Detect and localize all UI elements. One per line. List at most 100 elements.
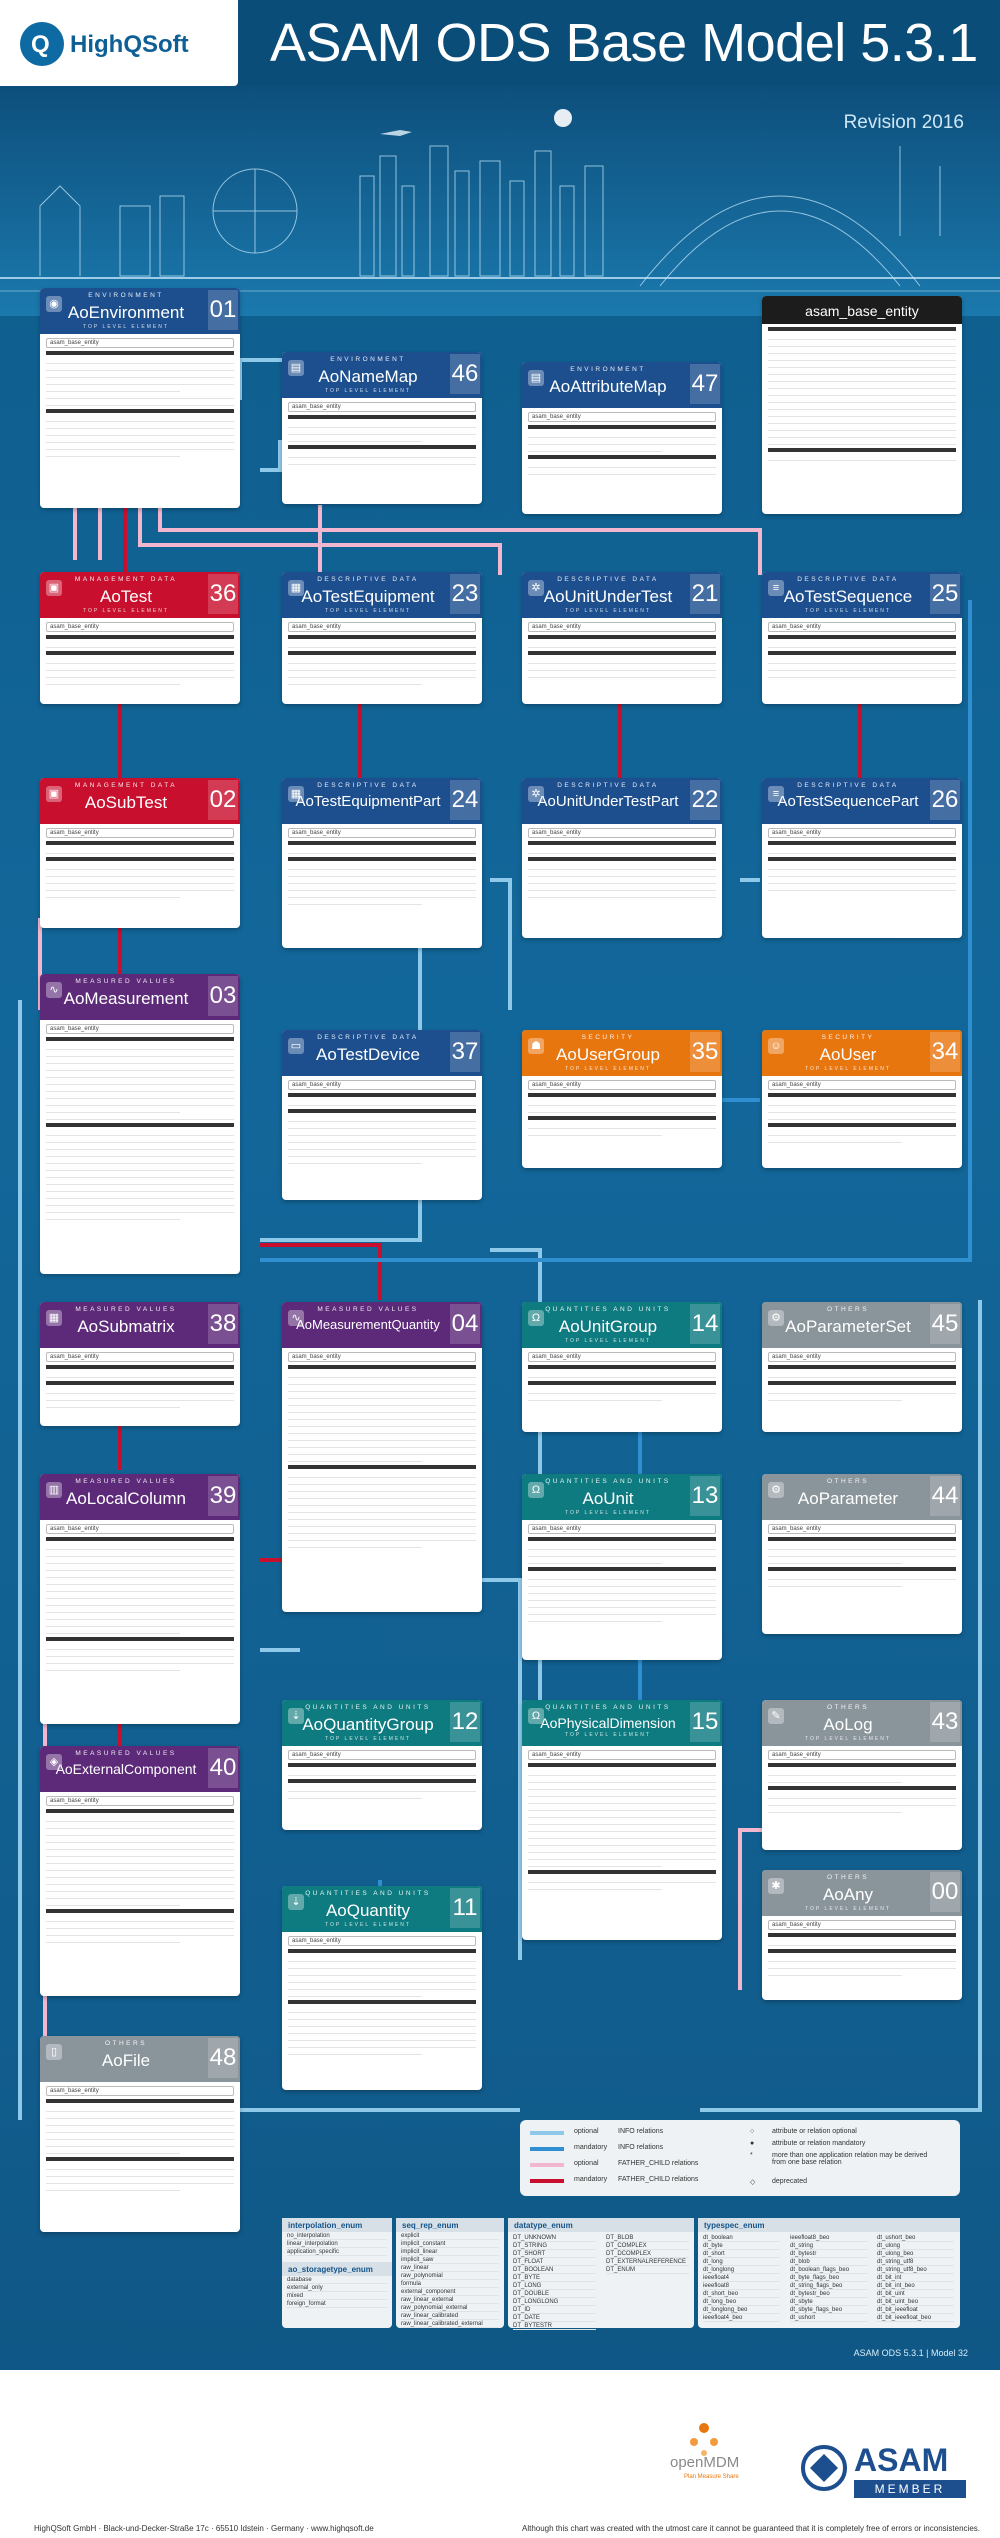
enum-item: dt_bytestr xyxy=(790,2251,867,2258)
entity-ao-test-equipment[interactable]: ▦ DESCRIPTIVE DATA AoTestEquipment TOP L… xyxy=(282,572,482,704)
entity-name: AoPhysicalDimension xyxy=(540,1715,676,1731)
file-icon: ▯ xyxy=(46,2044,62,2060)
entity-name: AoFile xyxy=(101,2051,151,2070)
entity-number: 47 xyxy=(690,364,720,404)
entity-ao-user[interactable]: ☺ SECURITY AoUser TOP LEVEL ELEMENT 34 a… xyxy=(762,1030,962,1168)
entity-ao-local-column[interactable]: ▥ MEASURED VALUES AoLocalColumn 39 asam_… xyxy=(40,1474,240,1724)
entity-ao-name-map[interactable]: ▤ ENVIRONMENT AoNameMap TOP LEVEL ELEMEN… xyxy=(282,352,482,504)
entity-name: AoTestDevice xyxy=(316,1045,420,1064)
enum-item: dt_bit_uint_beo xyxy=(877,2299,954,2306)
gear-icon: ✲ xyxy=(528,580,544,596)
entity-category: DESCRIPTIVE DATA xyxy=(557,782,659,789)
entity-ao-external-component[interactable]: ◈ MEASURED VALUES AoExternalComponent 40… xyxy=(40,1746,240,1996)
enum-item: no_interpolation xyxy=(287,2233,387,2240)
entity-name: AoEnvironment xyxy=(67,303,185,322)
entity-ao-unit-group[interactable]: Ω QUANTITIES AND UNITS AoUnitGroup TOP L… xyxy=(522,1302,722,1432)
entity-ao-unit-under-test-part[interactable]: ✲ DESCRIPTIVE DATA AoUnitUnderTestPart 2… xyxy=(522,778,722,938)
entity-category: DESCRIPTIVE DATA xyxy=(317,1034,419,1041)
clipboard-icon: ▣ xyxy=(46,580,62,596)
legend-swatch xyxy=(530,2131,564,2135)
enum-item: dt_bit_ieeefloat xyxy=(877,2307,954,2314)
base-entity-field: asam_base_entity xyxy=(46,622,234,632)
entity-name: asam_base_entity xyxy=(805,303,919,319)
entity-ao-physical-dimension[interactable]: Ω QUANTITIES AND UNITS AoPhysicalDimensi… xyxy=(522,1700,722,1940)
enum-item: dt_ulong_beo xyxy=(877,2251,954,2258)
entity-number: 12 xyxy=(450,1702,480,1742)
entity-ao-sub-test[interactable]: ▣ MANAGEMENT DATA AoSubTest 02 asam_base… xyxy=(40,778,240,928)
legend-a: optional xyxy=(574,2128,599,2135)
base-entity-field: asam_base_entity xyxy=(46,1024,234,1034)
entity-category: MEASURED VALUES xyxy=(317,1306,419,1313)
enum-item: raw_linear_calibrated_external xyxy=(401,2321,499,2328)
enum-item: DT_EXTERNALREFERENCE xyxy=(606,2259,689,2266)
enum-item: dt_byte xyxy=(703,2243,780,2250)
entity-ao-attribute-map[interactable]: ▤ ENVIRONMENT AoAttributeMap 47 asam_bas… xyxy=(522,362,722,514)
enum-item: external_component xyxy=(401,2289,499,2296)
entity-ao-measurement[interactable]: ∿ MEASURED VALUES AoMeasurement 03 asam_… xyxy=(40,974,240,1274)
entity-top-level-label: TOP LEVEL ELEMENT xyxy=(325,388,411,394)
entity-ao-test[interactable]: ▣ MANAGEMENT DATA AoTest TOP LEVEL ELEME… xyxy=(40,572,240,704)
base-entity-field: asam_base_entity xyxy=(288,622,476,632)
entity-ao-measurement-quantity[interactable]: ∿ MEASURED VALUES AoMeasurementQuantity … xyxy=(282,1302,482,1612)
entity-ao-parameter[interactable]: ⚙ OTHERS AoParameter 44 asam_base_entity xyxy=(762,1474,962,1634)
base-entity-field: asam_base_entity xyxy=(46,828,234,838)
column-icon: ▥ xyxy=(46,1482,62,1498)
clipboard-icon: ▣ xyxy=(46,786,62,802)
base-entity-field: asam_base_entity xyxy=(528,622,716,632)
entity-ao-any[interactable]: ✱ OTHERS AoAny TOP LEVEL ELEMENT 00 asam… xyxy=(762,1870,962,2000)
openmdm-logo[interactable]: openMDM Plan Measure Share xyxy=(644,2420,764,2490)
entity-ao-submatrix[interactable]: ▦ MEASURED VALUES AoSubmatrix 38 asam_ba… xyxy=(40,1302,240,1426)
enum-item: dt_sbyte_flags_beo xyxy=(790,2307,867,2314)
entity-ao-unit-under-test[interactable]: ✲ DESCRIPTIVE DATA AoUnitUnderTest TOP L… xyxy=(522,572,722,704)
entity-category: DESCRIPTIVE DATA xyxy=(317,782,419,789)
matrix-icon: ▦ xyxy=(46,1310,62,1326)
highqsoft-logo[interactable]: Q HighQSoft xyxy=(0,0,238,86)
legend-swatch xyxy=(530,2163,564,2167)
base-entity-field: asam_base_entity xyxy=(528,1352,716,1362)
entity-category: MANAGEMENT DATA xyxy=(74,782,178,789)
entity-category: ENVIRONMENT xyxy=(330,356,406,363)
entity-ao-test-equipment-part[interactable]: ▦ DESCRIPTIVE DATA AoTestEquipmentPart 2… xyxy=(282,778,482,948)
enum-title: ao_storagetype_enum xyxy=(282,2262,392,2276)
legend-a: mandatory xyxy=(574,2176,608,2183)
entity-name: AoUnit xyxy=(582,1489,634,1508)
entity-number: 15 xyxy=(690,1702,720,1742)
entity-number: 26 xyxy=(930,780,960,820)
entity-ao-test-device[interactable]: ▭ DESCRIPTIVE DATA AoTestDevice 37 asam_… xyxy=(282,1030,482,1200)
entity-category: OTHERS xyxy=(826,1874,870,1881)
entity-category: MEASURED VALUES xyxy=(75,1478,177,1485)
entity-ao-parameter-set[interactable]: ⚙ OTHERS AoParameterSet 45 asam_base_ent… xyxy=(762,1302,962,1432)
enum-item: DT_FLOAT xyxy=(513,2259,596,2266)
entity-ao-test-sequence[interactable]: ≡ DESCRIPTIVE DATA AoTestSequence TOP LE… xyxy=(762,572,962,704)
entity-asam-base-entity[interactable]: asam_base_entity xyxy=(762,296,962,514)
entity-ao-unit[interactable]: Ω QUANTITIES AND UNITS AoUnit TOP LEVEL … xyxy=(522,1474,722,1660)
entity-category: OTHERS xyxy=(104,2040,148,2047)
entity-name: AoUnitUnderTestPart xyxy=(537,793,679,810)
enum-item: DT_STRING xyxy=(513,2243,596,2250)
base-entity-field: asam_base_entity xyxy=(528,412,716,422)
entity-number: 22 xyxy=(690,780,720,820)
entity-name: AoTestEquipmentPart xyxy=(295,793,441,810)
enum-item: dt_boolean_flags_beo xyxy=(790,2267,867,2274)
entity-ao-log[interactable]: ✎ OTHERS AoLog TOP LEVEL ELEMENT 43 asam… xyxy=(762,1700,962,1850)
legend-swatch xyxy=(530,2179,564,2183)
enum-title: seq_rep_enum xyxy=(396,2218,504,2232)
enum-item: DT_DATE xyxy=(513,2315,596,2322)
enum-item: raw_linear xyxy=(401,2265,499,2272)
entity-top-level-label: TOP LEVEL ELEMENT xyxy=(805,608,891,614)
entity-ao-quantity-group[interactable]: ⇣ QUANTITIES AND UNITS AoQuantityGroup T… xyxy=(282,1700,482,1830)
entity-number: 13 xyxy=(690,1476,720,1516)
entity-ao-user-group[interactable]: ☗ SECURITY AoUserGroup TOP LEVEL ELEMENT… xyxy=(522,1030,722,1168)
entity-ao-test-sequence-part[interactable]: ≡ DESCRIPTIVE DATA AoTestSequencePart 26… xyxy=(762,778,962,938)
base-entity-field: asam_base_entity xyxy=(528,1080,716,1090)
base-entity-field: asam_base_entity xyxy=(46,1524,234,1534)
enum-item: dt_bit_ieeefloat_beo xyxy=(877,2315,954,2322)
enum-item: explicit xyxy=(401,2233,499,2240)
entity-ao-file[interactable]: ▯ OTHERS AoFile 48 asam_base_entity xyxy=(40,2036,240,2232)
entity-ao-quantity[interactable]: ⇣ QUANTITIES AND UNITS AoQuantity TOP LE… xyxy=(282,1886,482,2090)
enum-item: ieeefloat4_beo xyxy=(703,2315,780,2322)
entity-ao-environment[interactable]: ◉ ENVIRONMENT AoEnvironment TOP LEVEL EL… xyxy=(40,288,240,508)
enum-item: DT_COMPLEX xyxy=(606,2243,689,2250)
enum-item: implicit_saw xyxy=(401,2257,499,2264)
asam-member-logo[interactable]: ASAM MEMBER xyxy=(800,2440,970,2504)
